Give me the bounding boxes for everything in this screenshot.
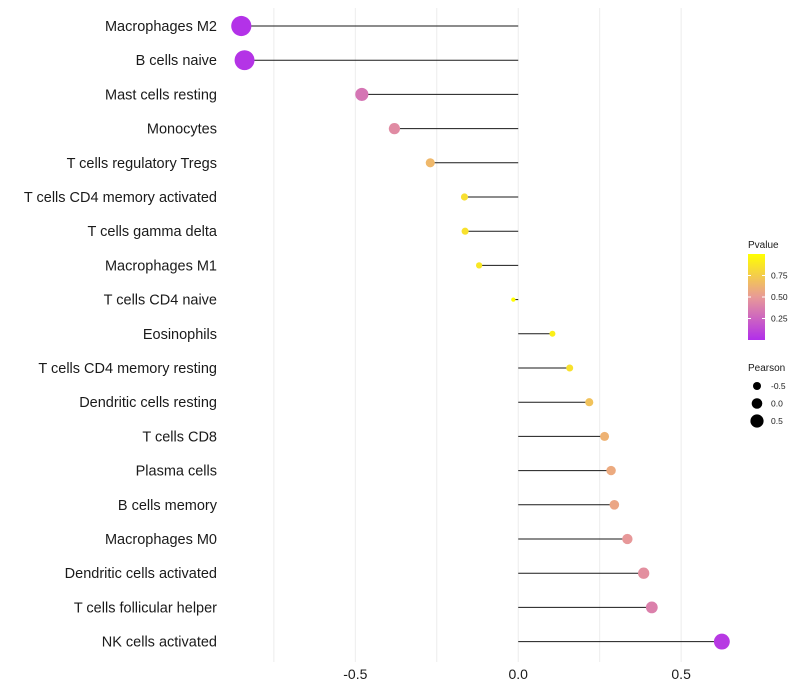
category-label: Monocytes	[147, 122, 217, 138]
grid-lines	[273, 8, 682, 662]
category-label: NK cells activated	[102, 635, 217, 651]
category-label: Mast cells resting	[105, 87, 217, 103]
category-label: B cells memory	[118, 498, 218, 514]
lollipop-point	[638, 567, 650, 579]
x-tick-label: -0.5	[343, 666, 367, 682]
category-label: T cells gamma delta	[88, 224, 218, 240]
pvalue-legend-title: Pvalue	[748, 240, 779, 251]
lollipop-point	[713, 633, 730, 650]
lollipop-point	[355, 87, 369, 101]
size-legend-key	[753, 382, 761, 390]
lollipop-point	[388, 122, 401, 135]
category-axis-labels: Macrophages M2 B cells naive Mast cells re…	[24, 19, 218, 651]
pearson-legend-title: Pearson	[748, 363, 785, 374]
category-label: Eosinophils	[143, 327, 217, 343]
size-legend-label: -0.5	[771, 381, 786, 391]
category-label: T cells CD4 memory resting	[38, 361, 217, 377]
colorbar-tick-label: 0.25	[771, 314, 788, 324]
size-legend-key	[750, 414, 764, 428]
lollipop-point	[460, 193, 469, 201]
category-label: T cells regulatory Tregs	[67, 156, 217, 172]
lollipop-point	[622, 533, 633, 545]
lollipop-points	[231, 15, 730, 650]
category-label: Dendritic cells resting	[79, 395, 217, 411]
category-label: Macrophages M1	[105, 258, 217, 274]
category-label: Dendritic cells activated	[65, 566, 217, 582]
size-legend-label: 0.5	[771, 416, 783, 426]
x-tick-label: 0.5	[671, 666, 691, 682]
lollipop-point	[511, 297, 516, 302]
category-label: T cells CD4 memory activated	[24, 190, 217, 206]
pvalue-legend: Pvalue 0.75 0.50 0.25	[748, 240, 788, 340]
lollipop-point	[425, 158, 435, 168]
lollipop-point	[609, 499, 620, 510]
category-label: T cells follicular helper	[74, 600, 217, 616]
category-label: Plasma cells	[136, 464, 217, 480]
category-label: T cells CD4 naive	[104, 293, 217, 309]
lollipop-point	[566, 364, 574, 372]
lollipop-point	[231, 15, 252, 37]
pearson-legend: Pearson -0.5 0.0 0.5	[748, 363, 786, 428]
lollipop-point	[585, 398, 594, 407]
category-label: T cells CD8	[142, 429, 217, 445]
category-label: Macrophages M0	[105, 532, 217, 548]
lollipop-point	[461, 227, 469, 235]
lollipop-point	[600, 431, 610, 441]
category-label: B cells naive	[136, 53, 217, 69]
lollipop-point	[606, 465, 616, 476]
lollipop-point	[645, 601, 658, 614]
lollipop-stems	[241, 25, 722, 643]
x-axis-tick-labels: -0.5 0.0 0.5	[343, 666, 691, 682]
lollipop-point	[234, 50, 255, 71]
size-legend-key	[751, 398, 763, 409]
size-legend-label: 0.0	[771, 399, 783, 409]
category-label: Macrophages M2	[105, 19, 217, 35]
pvalue-colorbar	[748, 254, 765, 340]
colorbar-tick-label: 0.75	[771, 271, 788, 281]
lollipop-point	[549, 330, 556, 337]
colorbar-tick-label: 0.50	[771, 292, 788, 302]
lollipop-point	[475, 262, 483, 269]
x-tick-label: 0.0	[508, 666, 528, 682]
